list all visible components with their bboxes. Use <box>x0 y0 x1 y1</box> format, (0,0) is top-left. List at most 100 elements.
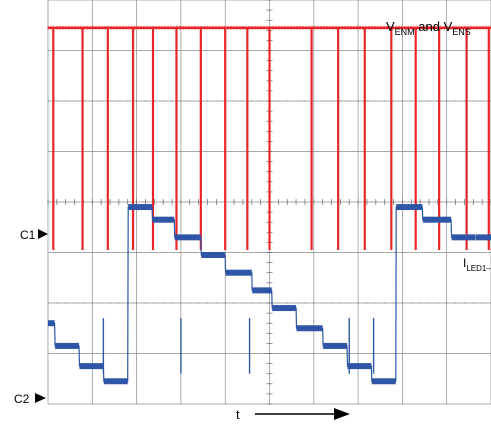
grid-dot <box>65 100 67 102</box>
grid-dot <box>446 302 448 304</box>
grid-dot <box>260 302 262 304</box>
grid-dot <box>472 302 474 304</box>
grid-dot <box>189 100 191 102</box>
grid-dot <box>215 302 217 304</box>
grid-dot <box>331 302 333 304</box>
grid-dot <box>162 100 164 102</box>
grid-dot <box>118 100 120 102</box>
grid-dot <box>463 100 465 102</box>
grid-dot <box>206 302 208 304</box>
ch2-plateau <box>201 252 226 259</box>
trace-layer <box>47 25 491 385</box>
grid-dot <box>233 302 235 304</box>
grid-dot <box>127 100 129 102</box>
grid-dot <box>455 100 457 102</box>
grid-dot <box>136 100 138 102</box>
grid-dot <box>437 100 439 102</box>
grid-dot <box>339 302 341 304</box>
grid-dot <box>144 100 146 102</box>
grid-dot <box>295 100 297 102</box>
grid-dot <box>74 100 76 102</box>
grid-dot <box>242 302 244 304</box>
grid-dot <box>322 100 324 102</box>
grid-dot <box>277 100 279 102</box>
grid-dot <box>419 100 421 102</box>
grid-dot <box>180 302 182 304</box>
grid-dot <box>198 100 200 102</box>
grid-dot <box>410 302 412 304</box>
grid-dot <box>56 100 58 102</box>
grid-dot <box>295 302 297 304</box>
grid-dot <box>162 302 164 304</box>
ch2-plateau <box>422 216 452 223</box>
grid-dot <box>393 302 395 304</box>
ch2-plateau <box>48 320 55 327</box>
grid-dot <box>472 100 474 102</box>
grid-dot <box>109 100 111 102</box>
grid-dot <box>269 302 270 304</box>
grid-dot <box>304 302 306 304</box>
grid-dot <box>322 302 324 304</box>
grid-dot <box>233 100 235 102</box>
grid-dot <box>198 302 200 304</box>
ch2-plateau <box>128 204 153 211</box>
grid-dot <box>384 100 386 102</box>
grid-dot <box>242 100 244 102</box>
ch2-plateau <box>252 287 272 294</box>
grid-dot <box>286 100 288 102</box>
grid-dot <box>100 100 102 102</box>
channel-marker-c1-arrow-icon <box>38 229 48 239</box>
grid-dot <box>153 302 155 304</box>
ch2-plateau <box>323 342 348 349</box>
grid-dot <box>366 100 368 102</box>
grid-dot <box>260 100 262 102</box>
grid-dot <box>481 302 483 304</box>
grid-dot <box>428 100 430 102</box>
grid-dot <box>251 100 253 102</box>
grid-dot <box>401 302 403 304</box>
grid-dot <box>109 302 111 304</box>
grid-dot <box>277 302 279 304</box>
grid-dot <box>437 302 439 304</box>
ch2-plateau <box>174 234 201 241</box>
grid-dot <box>375 100 377 102</box>
grid-dot <box>82 302 84 304</box>
grid-dot <box>100 302 102 304</box>
grid-dot <box>91 302 93 304</box>
grid-dot <box>384 302 386 304</box>
grid-dot <box>366 302 368 304</box>
grid-dot <box>419 302 421 304</box>
grid-dot <box>304 100 306 102</box>
grid-dot <box>393 100 395 102</box>
grid-dot <box>47 100 49 102</box>
grid-dot <box>206 100 208 102</box>
grid-dot <box>428 302 430 304</box>
grid-dot <box>331 100 333 102</box>
grid-dot <box>401 100 403 102</box>
ch2-plateau <box>272 305 297 312</box>
series-label-ch2: ILED1– <box>463 256 491 273</box>
ch2-plateau <box>225 269 252 276</box>
channel-marker-c1: C1 <box>20 228 36 242</box>
grid-dot <box>47 302 49 304</box>
ch2-plateau <box>347 363 372 370</box>
series-label-ch1: VENM and VENS <box>386 19 471 37</box>
grid-dot <box>481 100 483 102</box>
grid-dot <box>339 100 341 102</box>
ch2-plateau <box>396 204 423 211</box>
channel-marker-c2: C2 <box>14 392 30 406</box>
ch2-plateau <box>475 234 491 241</box>
grid-dot <box>215 100 217 102</box>
grid-dot <box>446 100 448 102</box>
grid-dot <box>348 100 350 102</box>
ch2-plateau <box>55 342 80 349</box>
grid-dot <box>348 302 350 304</box>
ch2-plateau <box>103 378 128 385</box>
grid-dot <box>410 100 412 102</box>
ch2-plateau <box>79 363 104 370</box>
x-axis-label: t <box>236 407 240 422</box>
grid-dot <box>357 100 359 102</box>
grid-dot <box>91 100 93 102</box>
grid-dot <box>357 302 359 304</box>
grid-dot <box>118 302 120 304</box>
